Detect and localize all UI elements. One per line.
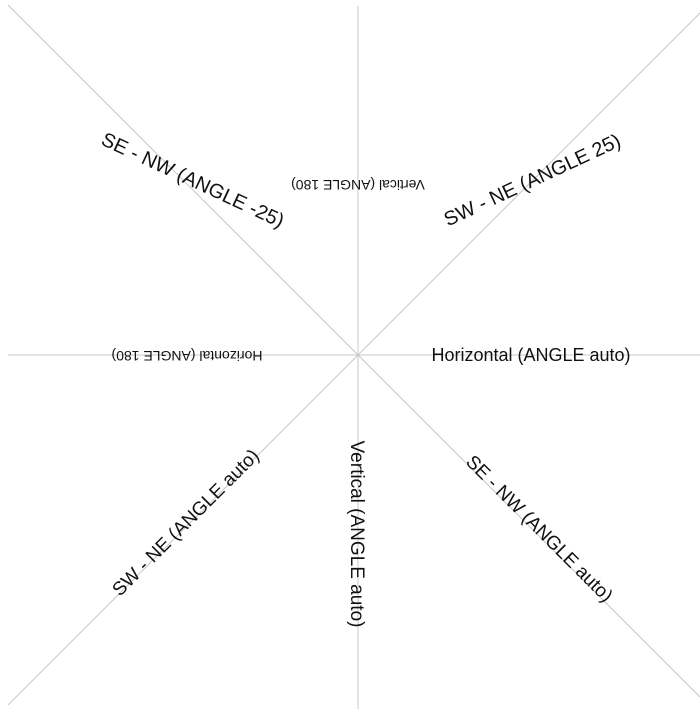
label-vertical-angle-180: Vertical (ANGLE 180) (291, 177, 425, 193)
diagonal-guide-line-sw-ne (7, 12, 700, 706)
label-horizontal-angle-auto: Horizontal (ANGLE auto) (431, 345, 630, 365)
label-se-nw-angle-auto: SE - NW (ANGLE auto) (461, 452, 616, 607)
label-sw-ne-angle-25: SW - NE (ANGLE 25) (441, 130, 625, 231)
label-horizontal-angle-180: Horizontal (ANGLE 180) (112, 348, 263, 364)
diagonal-guide-line-nw-se (7, 4, 700, 698)
label-se-nw-angle-neg25: SE - NW (ANGLE -25) (98, 129, 288, 233)
label-vertical-angle-auto: Vertical (ANGLE auto) (346, 441, 367, 628)
label-sw-ne-angle-auto: SW - NE (ANGLE auto) (109, 446, 264, 601)
